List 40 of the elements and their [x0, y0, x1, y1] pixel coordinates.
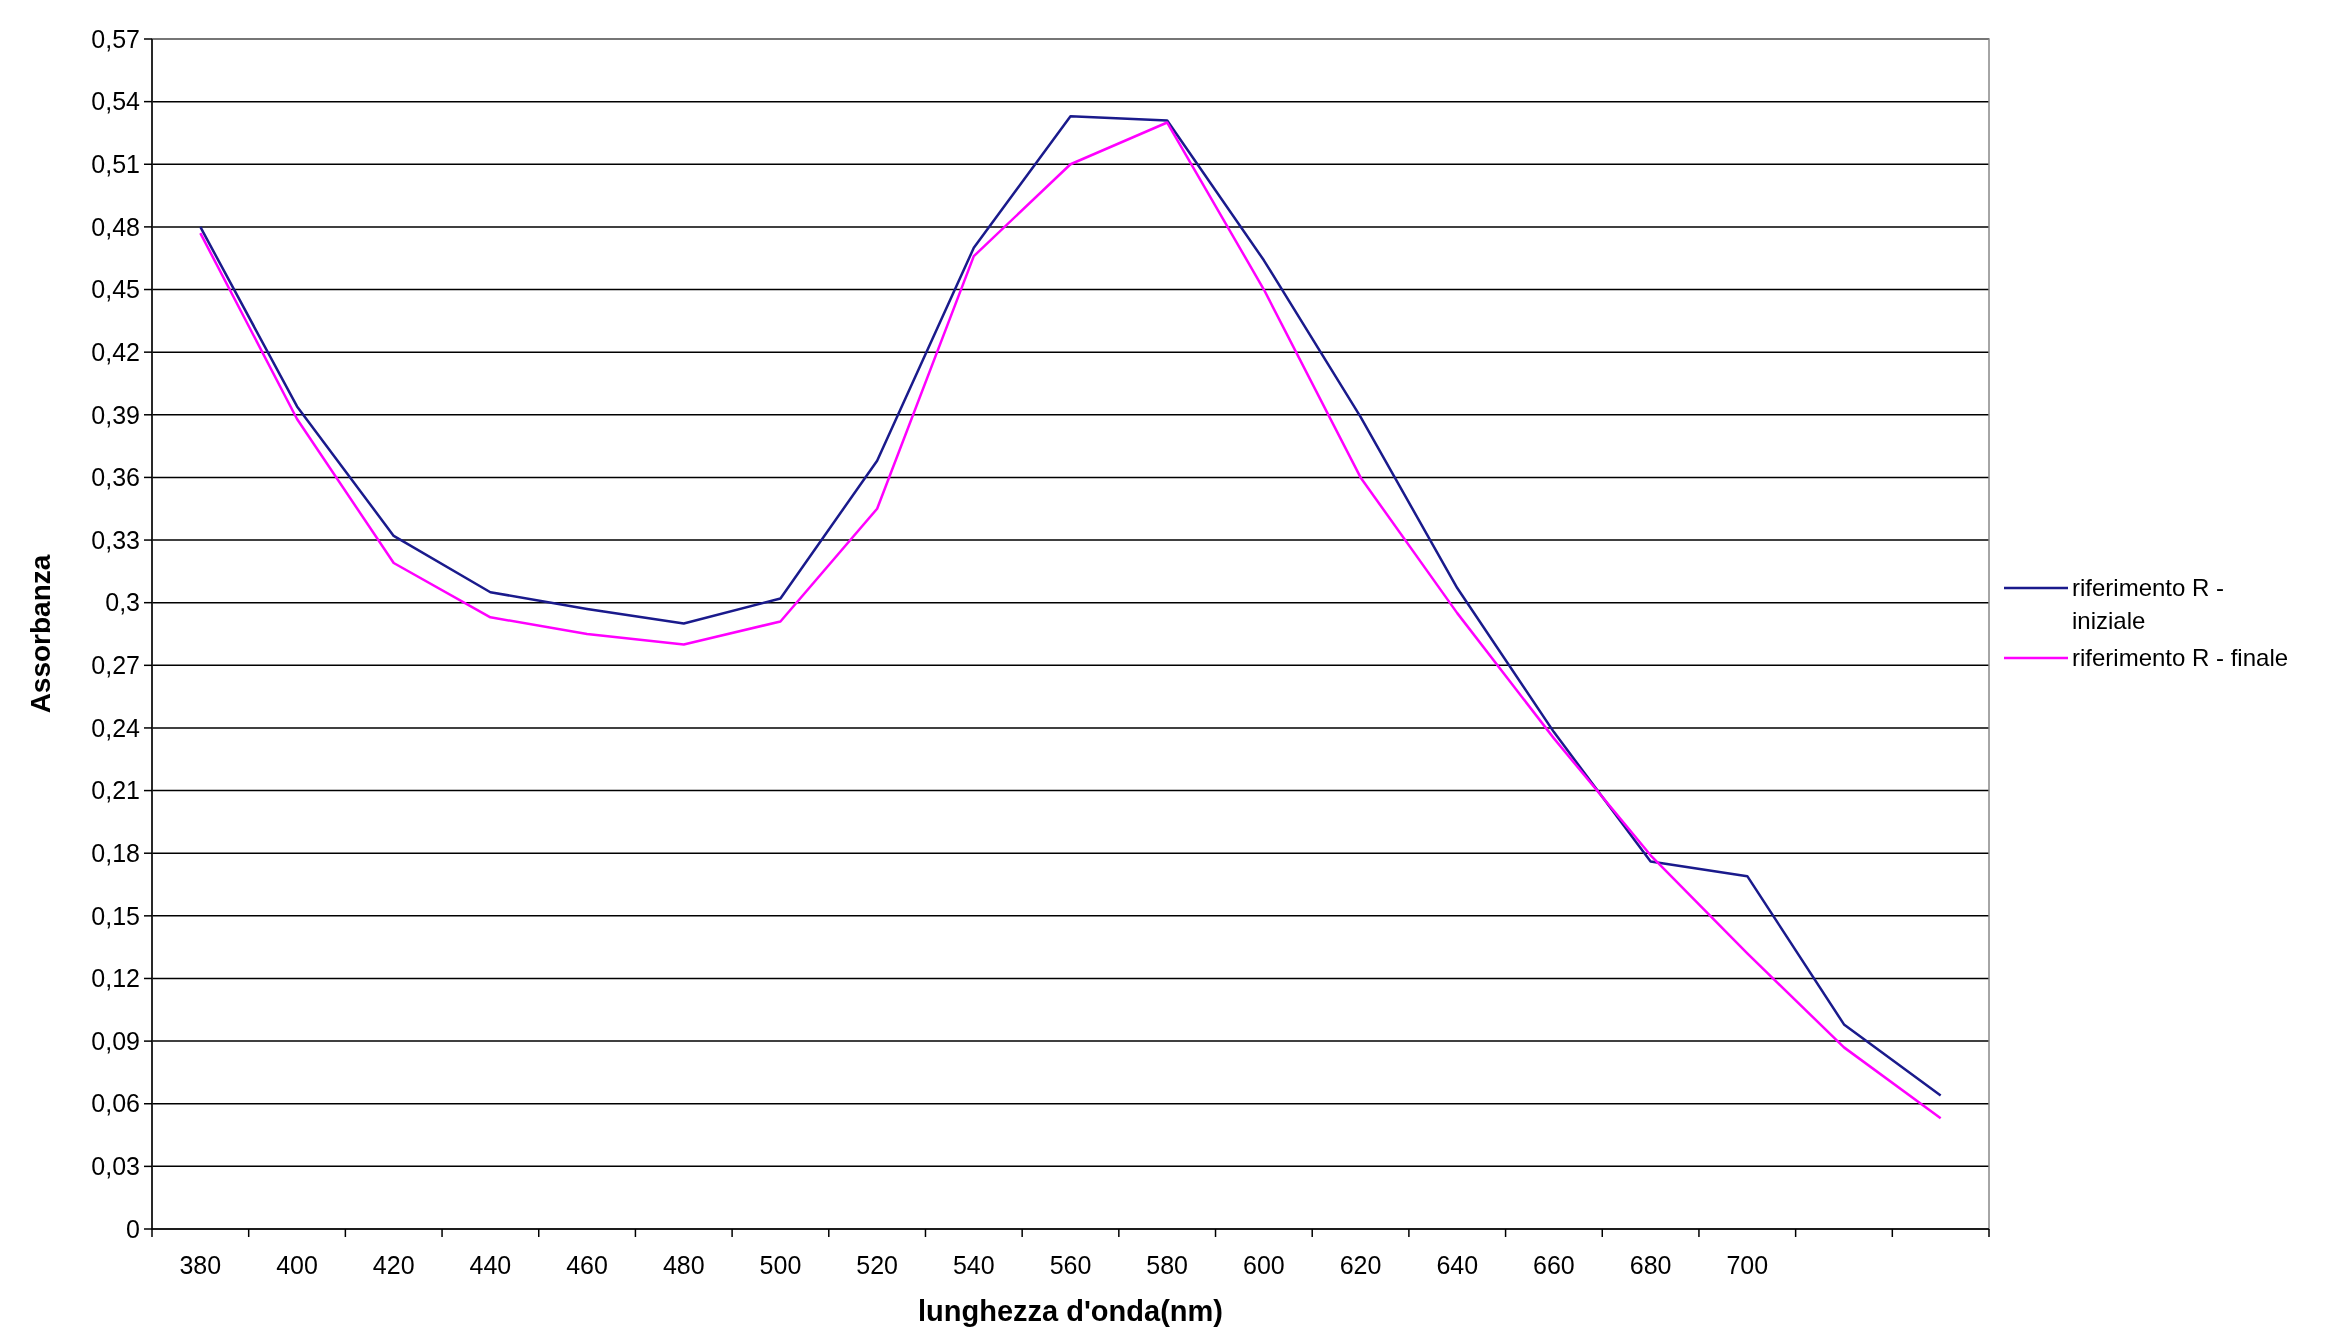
y-tick-label: 0,06	[91, 1089, 140, 1118]
x-tick-label: 680	[1629, 1251, 1672, 1279]
x-axis-title: lunghezza d'onda(nm)	[918, 1295, 1223, 1327]
y-tick-label: 0,24	[91, 713, 141, 742]
y-tick-label: 0,3	[105, 588, 140, 617]
y-tick-label: 0,57	[91, 24, 140, 53]
y-tick-label: 0,15	[91, 901, 140, 930]
y-tick-label: 0,51	[91, 150, 140, 179]
x-tick-label: 440	[469, 1251, 512, 1279]
y-tick-label: 0,42	[91, 337, 140, 366]
x-tick-label: 480	[662, 1251, 705, 1279]
x-tick-label: 380	[179, 1251, 222, 1279]
x-tick-label: 460	[566, 1251, 608, 1279]
y-tick-label: 0,33	[91, 525, 140, 554]
x-tick-label: 400	[276, 1251, 318, 1279]
x-tick-label: 700	[1726, 1251, 1769, 1279]
legend-label: riferimento R - finale	[2072, 644, 2289, 672]
x-tick-label: 500	[759, 1251, 802, 1279]
x-tick-label: 540	[952, 1251, 995, 1279]
x-tick-label: 660	[1533, 1251, 1575, 1279]
y-tick-label: 0,45	[91, 275, 140, 304]
y-tick-label: 0,03	[91, 1152, 140, 1181]
x-tick-label: 620	[1339, 1251, 1382, 1279]
y-tick-label: 0,39	[91, 400, 140, 429]
y-tick-label: 0,21	[91, 776, 140, 805]
x-tick-label: 580	[1146, 1251, 1189, 1279]
x-tick-label: 600	[1243, 1251, 1285, 1279]
y-tick-label: 0,36	[91, 463, 140, 492]
x-tick-label: 520	[856, 1251, 898, 1279]
y-tick-label: 0,12	[91, 964, 140, 993]
y-tick-label: 0,09	[91, 1026, 140, 1055]
y-tick-label: 0	[126, 1214, 140, 1243]
y-axis-title: Assorbanza	[25, 554, 56, 714]
y-tick-label: 0,18	[91, 838, 140, 867]
y-tick-label: 0,27	[91, 651, 140, 680]
y-tick-label: 0,54	[91, 87, 141, 116]
x-tick-label: 640	[1436, 1251, 1479, 1279]
x-tick-label: 420	[372, 1251, 415, 1279]
y-tick-label: 0,48	[91, 212, 140, 241]
x-tick-label: 560	[1049, 1251, 1092, 1279]
